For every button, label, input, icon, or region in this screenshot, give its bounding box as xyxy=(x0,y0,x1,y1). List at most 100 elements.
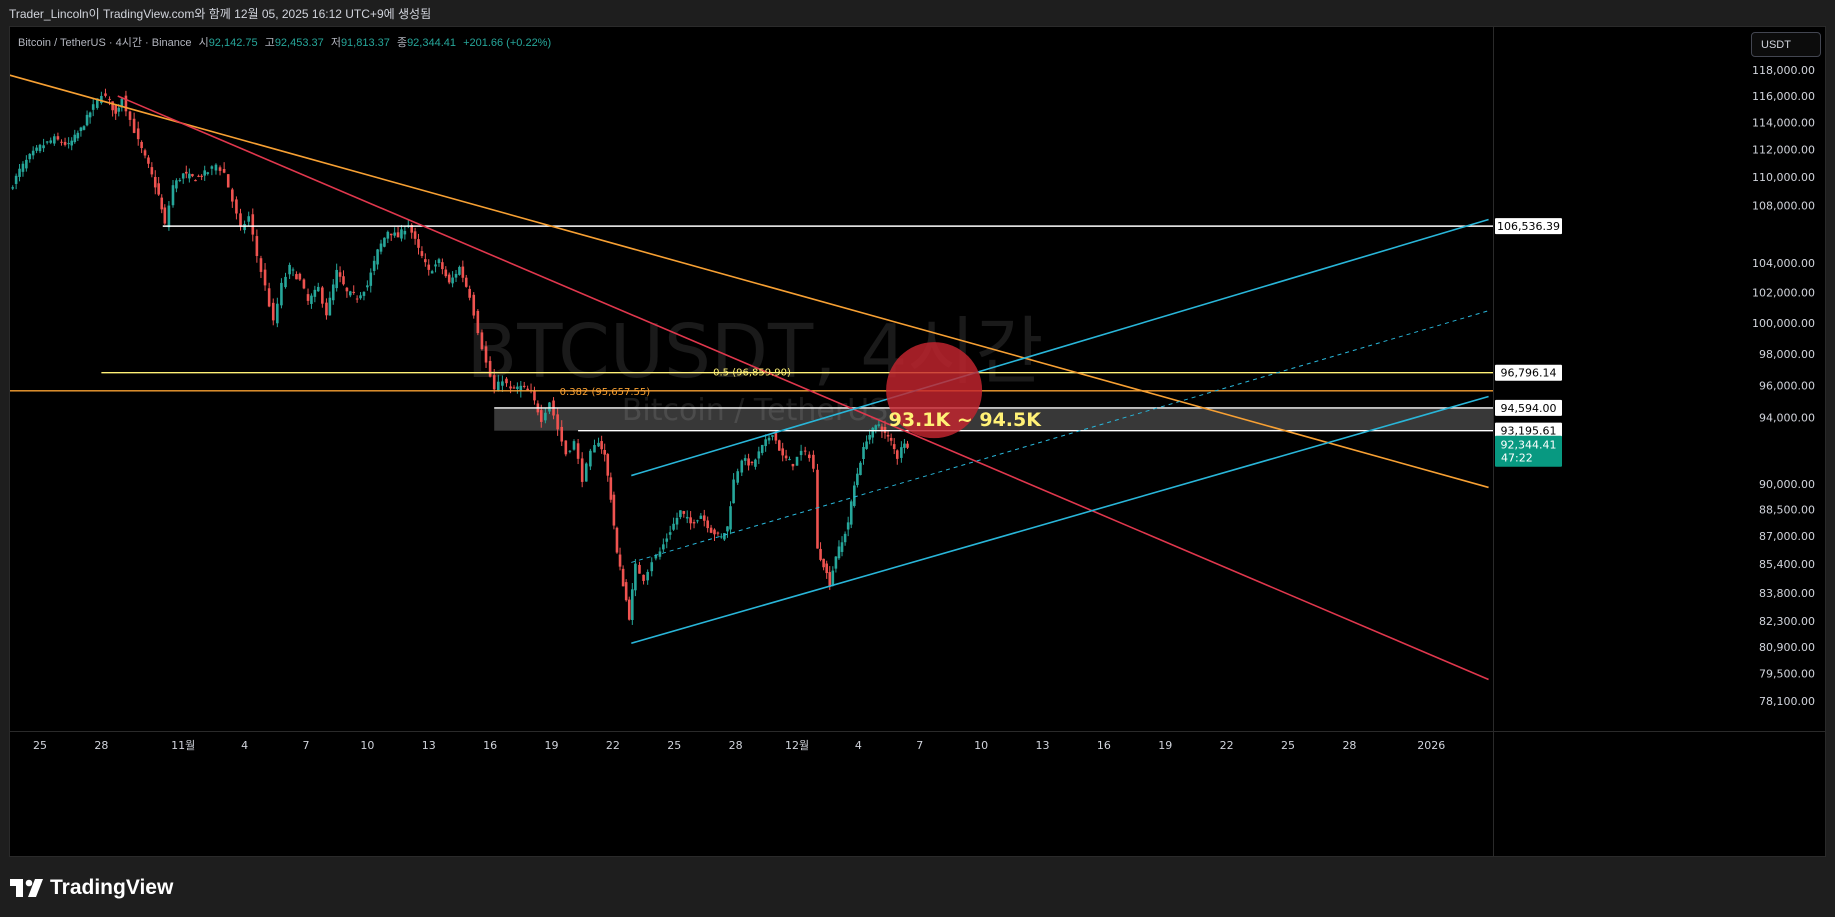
time-tick-label: 4 xyxy=(855,739,862,752)
candle-body xyxy=(49,140,53,143)
time-tick-label: 25 xyxy=(33,739,47,752)
candle-body xyxy=(255,236,259,257)
candle-body xyxy=(900,447,903,458)
candle-body xyxy=(444,269,448,277)
candle-body xyxy=(774,432,778,441)
candle-body xyxy=(665,538,669,542)
candle-body xyxy=(441,262,444,270)
candle-body xyxy=(362,291,366,296)
time-tick-label: 2026 xyxy=(1417,739,1445,752)
candle-body xyxy=(692,522,696,524)
open-label: 시 xyxy=(198,37,209,49)
candle-body xyxy=(828,572,832,587)
zone-label: 93.1K ~ 94.5K xyxy=(889,409,1043,431)
currency-button[interactable]: USDT xyxy=(1751,32,1821,57)
chart-caption: Trader_Lincoln이 TradingView.com와 함께 12월 … xyxy=(0,0,1835,26)
time-tick-label: 25 xyxy=(667,739,681,752)
candle-body xyxy=(203,170,207,176)
time-tick-label: 28 xyxy=(94,739,108,752)
tradingview-logo[interactable]: TradingView xyxy=(10,874,173,902)
price-tick-label: 80,900.00 xyxy=(1759,641,1815,654)
candle-body xyxy=(379,243,383,252)
candle-body xyxy=(492,375,496,390)
high-label: 고 xyxy=(264,37,275,49)
candle-body xyxy=(38,144,42,152)
orange-descending-resistance xyxy=(10,74,1489,489)
candle-body xyxy=(352,291,356,293)
candle-body xyxy=(167,205,171,228)
candle-body xyxy=(603,450,606,455)
price-tick-label: 100,000.00 xyxy=(1752,317,1815,330)
symbol-title[interactable]: Bitcoin / TetherUS · 4시간 · Binance xyxy=(18,37,192,49)
candle-body xyxy=(750,462,754,464)
candle-body xyxy=(760,444,764,453)
candle-body xyxy=(560,426,564,442)
candle-body xyxy=(764,439,767,447)
price-tick-label: 88,500.00 xyxy=(1759,504,1815,517)
price-tick-label: 87,000.00 xyxy=(1759,530,1815,543)
price-tick-label: 110,000.00 xyxy=(1752,171,1815,184)
close-value: 92,344.41 xyxy=(407,37,456,49)
time-tick-label: 19 xyxy=(1158,739,1172,752)
candle-body xyxy=(338,272,342,277)
candle-body xyxy=(822,558,825,568)
candle-body xyxy=(743,458,747,461)
candle-body xyxy=(21,163,25,172)
candle-body xyxy=(18,168,21,177)
time-tick-label: 13 xyxy=(1036,739,1050,752)
candle-body xyxy=(321,287,324,304)
level-price-tag: 94,594.00 xyxy=(1501,402,1557,415)
candle-body xyxy=(76,132,80,139)
candle-body xyxy=(497,381,500,392)
candle-body xyxy=(484,346,488,363)
candle-body xyxy=(627,599,631,620)
candle-body xyxy=(807,454,811,459)
level-price-tag: 106,536.39 xyxy=(1497,220,1560,233)
candle-body xyxy=(163,207,167,224)
candle-body xyxy=(461,266,465,278)
level-price-tag-bg xyxy=(1495,422,1562,439)
candle-body xyxy=(95,98,99,108)
candle-body xyxy=(400,229,403,239)
candle-body xyxy=(100,95,103,104)
candle-body xyxy=(184,171,188,174)
candle-body xyxy=(251,214,255,235)
candle-body xyxy=(214,164,218,171)
candle-body xyxy=(834,556,838,569)
red-descending-trendline xyxy=(117,95,1489,681)
time-tick-label: 7 xyxy=(916,739,923,752)
candle-body xyxy=(522,385,526,387)
candle-body xyxy=(600,441,603,450)
candle-body xyxy=(393,232,396,236)
candle-body xyxy=(28,153,32,160)
candle-body xyxy=(874,425,878,430)
candle-body xyxy=(843,533,847,543)
candle-body xyxy=(880,426,884,432)
candle-body xyxy=(259,258,263,272)
time-tick-label: 16 xyxy=(1097,739,1111,752)
candle-body xyxy=(464,277,468,287)
candle-body xyxy=(740,460,744,473)
candle-body xyxy=(410,225,413,233)
candle-body xyxy=(191,174,194,177)
price-tick-label: 94,000.00 xyxy=(1759,412,1815,425)
candle-body xyxy=(298,273,302,280)
time-tick-label: 19 xyxy=(545,739,559,752)
candle-body xyxy=(451,277,454,284)
candle-body xyxy=(267,288,271,307)
candle-body xyxy=(696,520,699,522)
candle-body xyxy=(276,303,279,324)
candle-body xyxy=(716,532,720,534)
candle-body xyxy=(128,111,132,120)
candle-body xyxy=(14,175,18,184)
cyan-channel-mid-dashed xyxy=(631,310,1489,563)
candle-body xyxy=(11,187,15,189)
candle-body xyxy=(732,479,735,504)
price-tick-label: 104,000.00 xyxy=(1752,257,1815,270)
candle-body xyxy=(117,107,121,112)
candle-body xyxy=(539,410,543,422)
candle-body xyxy=(194,179,197,182)
symbol-legend: Bitcoin / TetherUS · 4시간 · Binance 시92,1… xyxy=(18,34,551,50)
time-tick-label: 25 xyxy=(1281,739,1295,752)
